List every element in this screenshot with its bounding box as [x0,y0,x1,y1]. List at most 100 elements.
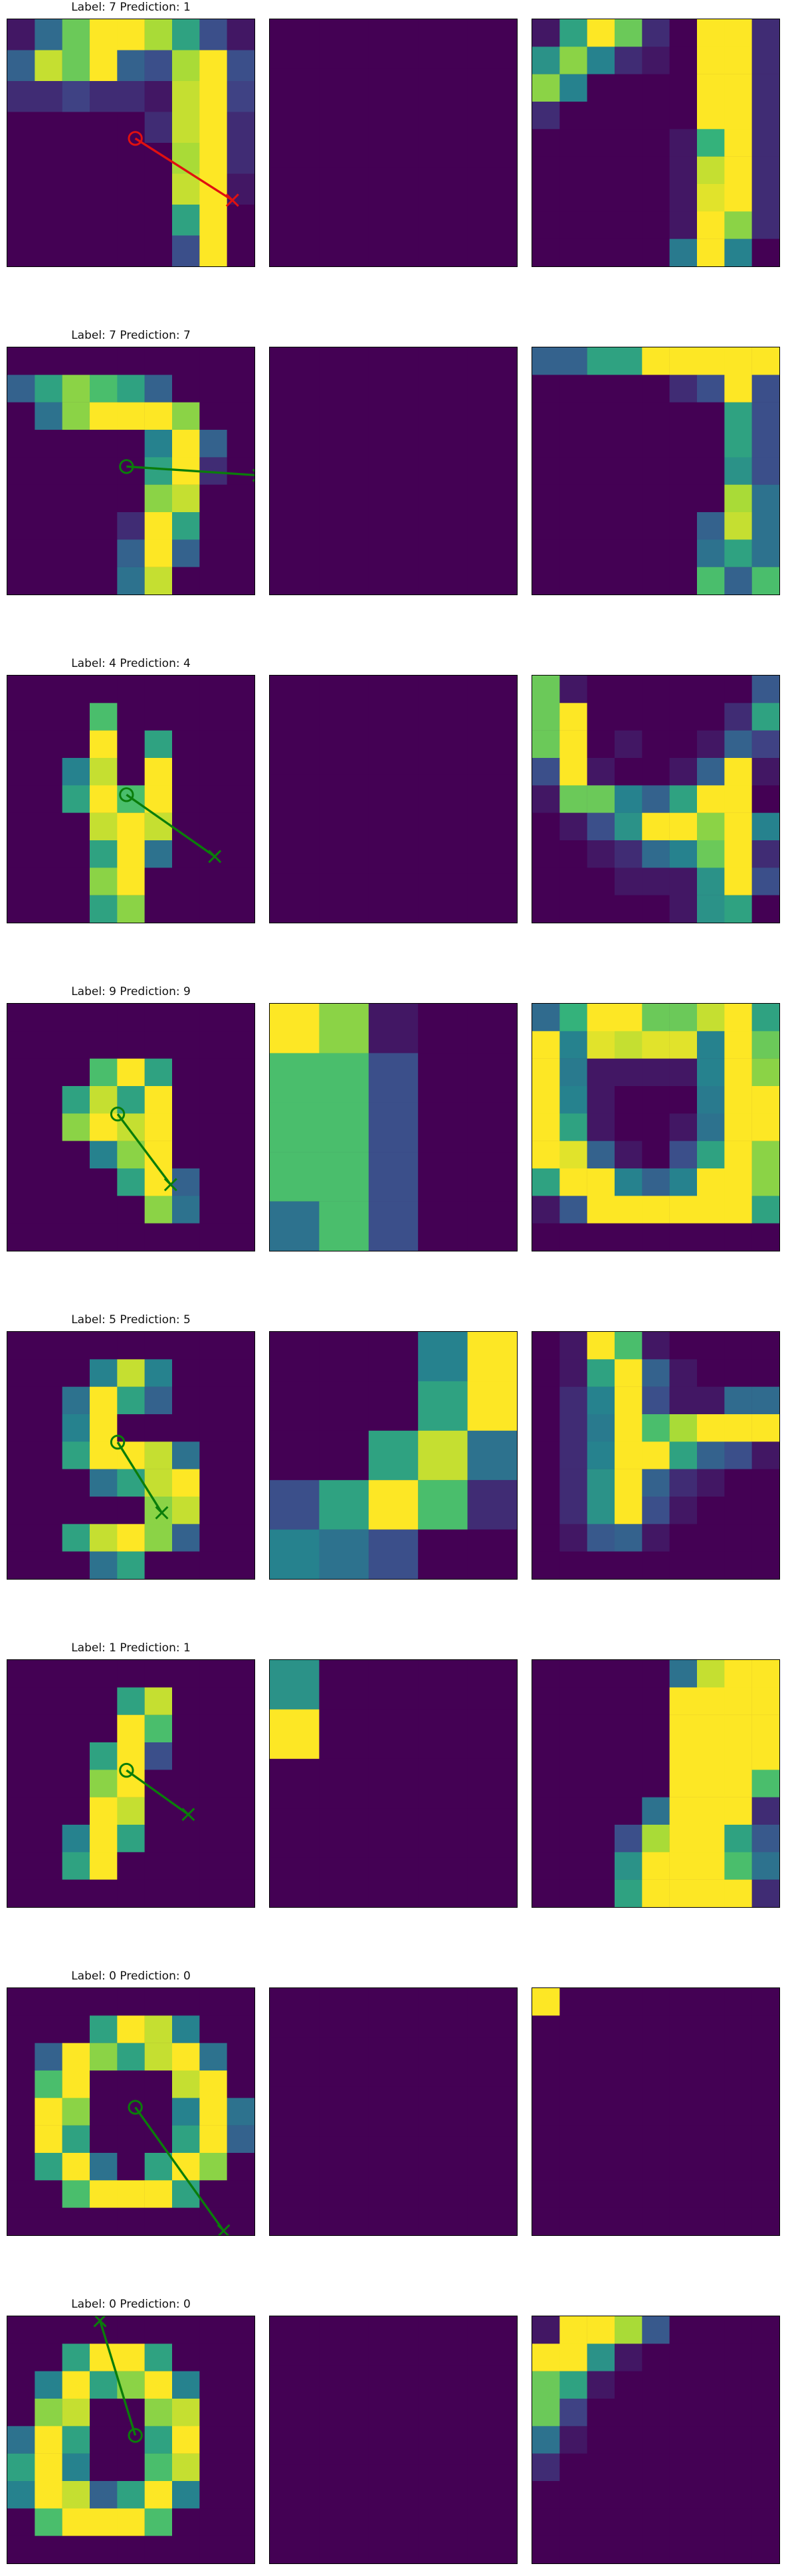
glimpse-pixel-cell [559,1770,587,1797]
glimpse-pixel-cell [587,1359,615,1387]
input-pixel-cell [35,1742,62,1770]
saccade-line [126,793,216,858]
input-pixel-cell [7,347,35,375]
glimpse-pixel-cell [368,1660,419,1710]
glimpse-panel-large [532,675,780,923]
input-pixel-cell [144,1196,173,1224]
glimpse-map-small [270,1332,517,1579]
glimpse-pixel-cell [532,539,560,567]
glimpse-pixel-cell [642,895,670,923]
input-pixel-cell [117,19,145,50]
input-pixel-cell [90,19,118,50]
glimpse-pixel-cell [697,2508,725,2536]
input-pixel-cell [144,730,173,759]
glimpse-pixel-cell [642,1359,670,1387]
glimpse-pixel-cell [669,347,698,375]
input-pixel-cell [90,347,118,375]
glimpse-pixel-cell [368,1152,419,1202]
input-pixel-cell [172,868,200,895]
input-pixel-cell [144,539,173,567]
glimpse-pixel-cell [532,1414,560,1442]
glimpse-pixel-cell [270,2514,320,2563]
end-cross [181,1807,195,1821]
input-pixel-cell [172,2207,200,2235]
glimpse-pixel-cell [724,1660,752,1688]
input-pixel-cell [35,1031,62,1059]
glimpse-pixel-cell [751,2399,779,2427]
glimpse-pixel-cell [697,2098,725,2126]
input-pixel-cell [227,2508,254,2536]
input-pixel-cell [35,1004,62,1032]
glimpse-pixel-cell [724,2371,752,2399]
input-pixel-cell [117,81,145,112]
input-pixel-cell [117,1879,145,1907]
input-pixel-cell [117,1497,145,1524]
input-pixel-cell [90,785,118,813]
glimpse-pixel-cell [669,1687,698,1715]
glimpse-pixel-cell [418,2136,468,2186]
input-pixel-cell [172,785,200,813]
glimpse-pixel-cell [467,19,517,69]
glimpse-pixel-cell [368,2514,419,2563]
input-pixel-cell [7,1988,35,2016]
glimpse-pixel-cell [724,2481,752,2509]
glimpse-pixel-cell [467,2464,517,2514]
glimpse-pixel-cell [697,758,725,786]
glimpse-panel-large [532,2316,780,2564]
input-pixel-cell [90,2481,118,2509]
glimpse-pixel-cell [418,347,468,397]
glimpse-pixel-cell [697,2070,725,2098]
glimpse-pixel-cell [751,758,779,786]
input-pixel-cell [227,703,254,731]
glimpse-pixel-cell [587,211,615,239]
glimpse-pixel-cell [642,1332,670,1360]
input-pixel-cell [227,1058,254,1087]
glimpse-pixel-cell [724,1086,752,1114]
input-pixel-cell [172,2344,200,2371]
glimpse-pixel-cell [751,2426,779,2454]
glimpse-pixel-cell [697,2481,725,2509]
glimpse-pixel-cell [669,1879,698,1907]
input-pixel-cell [172,1551,200,1579]
glimpse-pixel-cell [368,167,419,217]
glimpse-pixel-cell [615,1359,642,1387]
glimpse-pixel-cell [751,2508,779,2536]
input-pixel-cell [7,112,35,143]
input-pixel-cell [35,812,62,841]
glimpse-pixel-cell [724,539,752,567]
glimpse-pixel-cell [319,873,369,923]
glimpse-pixel-cell [467,2316,517,2366]
input-pixel-cell [7,375,35,403]
glimpse-pixel-cell [724,2070,752,2098]
glimpse-pixel-cell [587,2535,615,2563]
glimpse-pixel-cell [615,2070,642,2098]
input-pixel-cell [90,1168,118,1196]
glimpse-pixel-cell [751,2481,779,2509]
glimpse-pixel-cell [751,1524,779,1552]
glimpse-pixel-cell [270,347,320,397]
input-pixel-cell [117,2043,145,2071]
glimpse-pixel-cell [751,1797,779,1825]
input-pixel-cell [172,50,200,82]
input-pixel-cell [7,2015,35,2043]
glimpse-pixel-cell [319,118,369,168]
end-cross [163,1178,177,1192]
input-pixel-cell [117,840,145,868]
glimpse-pixel-cell [751,1714,779,1743]
glimpse-pixel-cell [319,1004,369,1054]
input-pixel-cell [62,1332,90,1360]
input-pixel-cell [199,785,227,813]
input-pixel-cell [7,676,35,703]
glimpse-pixel-cell [751,1168,779,1196]
glimpse-pixel-cell [587,812,615,841]
input-pixel-cell [90,2453,118,2482]
input-pixel-cell [117,868,145,895]
input-pixel-cell [35,235,62,266]
glimpse-pixel-cell [319,2136,369,2186]
glimpse-pixel-cell [418,1857,468,1907]
input-pixel-cell [117,703,145,731]
input-pixel-cell [199,1223,227,1251]
glimpse-pixel-cell [467,68,517,118]
input-pixel-cell [144,173,173,205]
input-pixel-cell [172,2180,200,2208]
